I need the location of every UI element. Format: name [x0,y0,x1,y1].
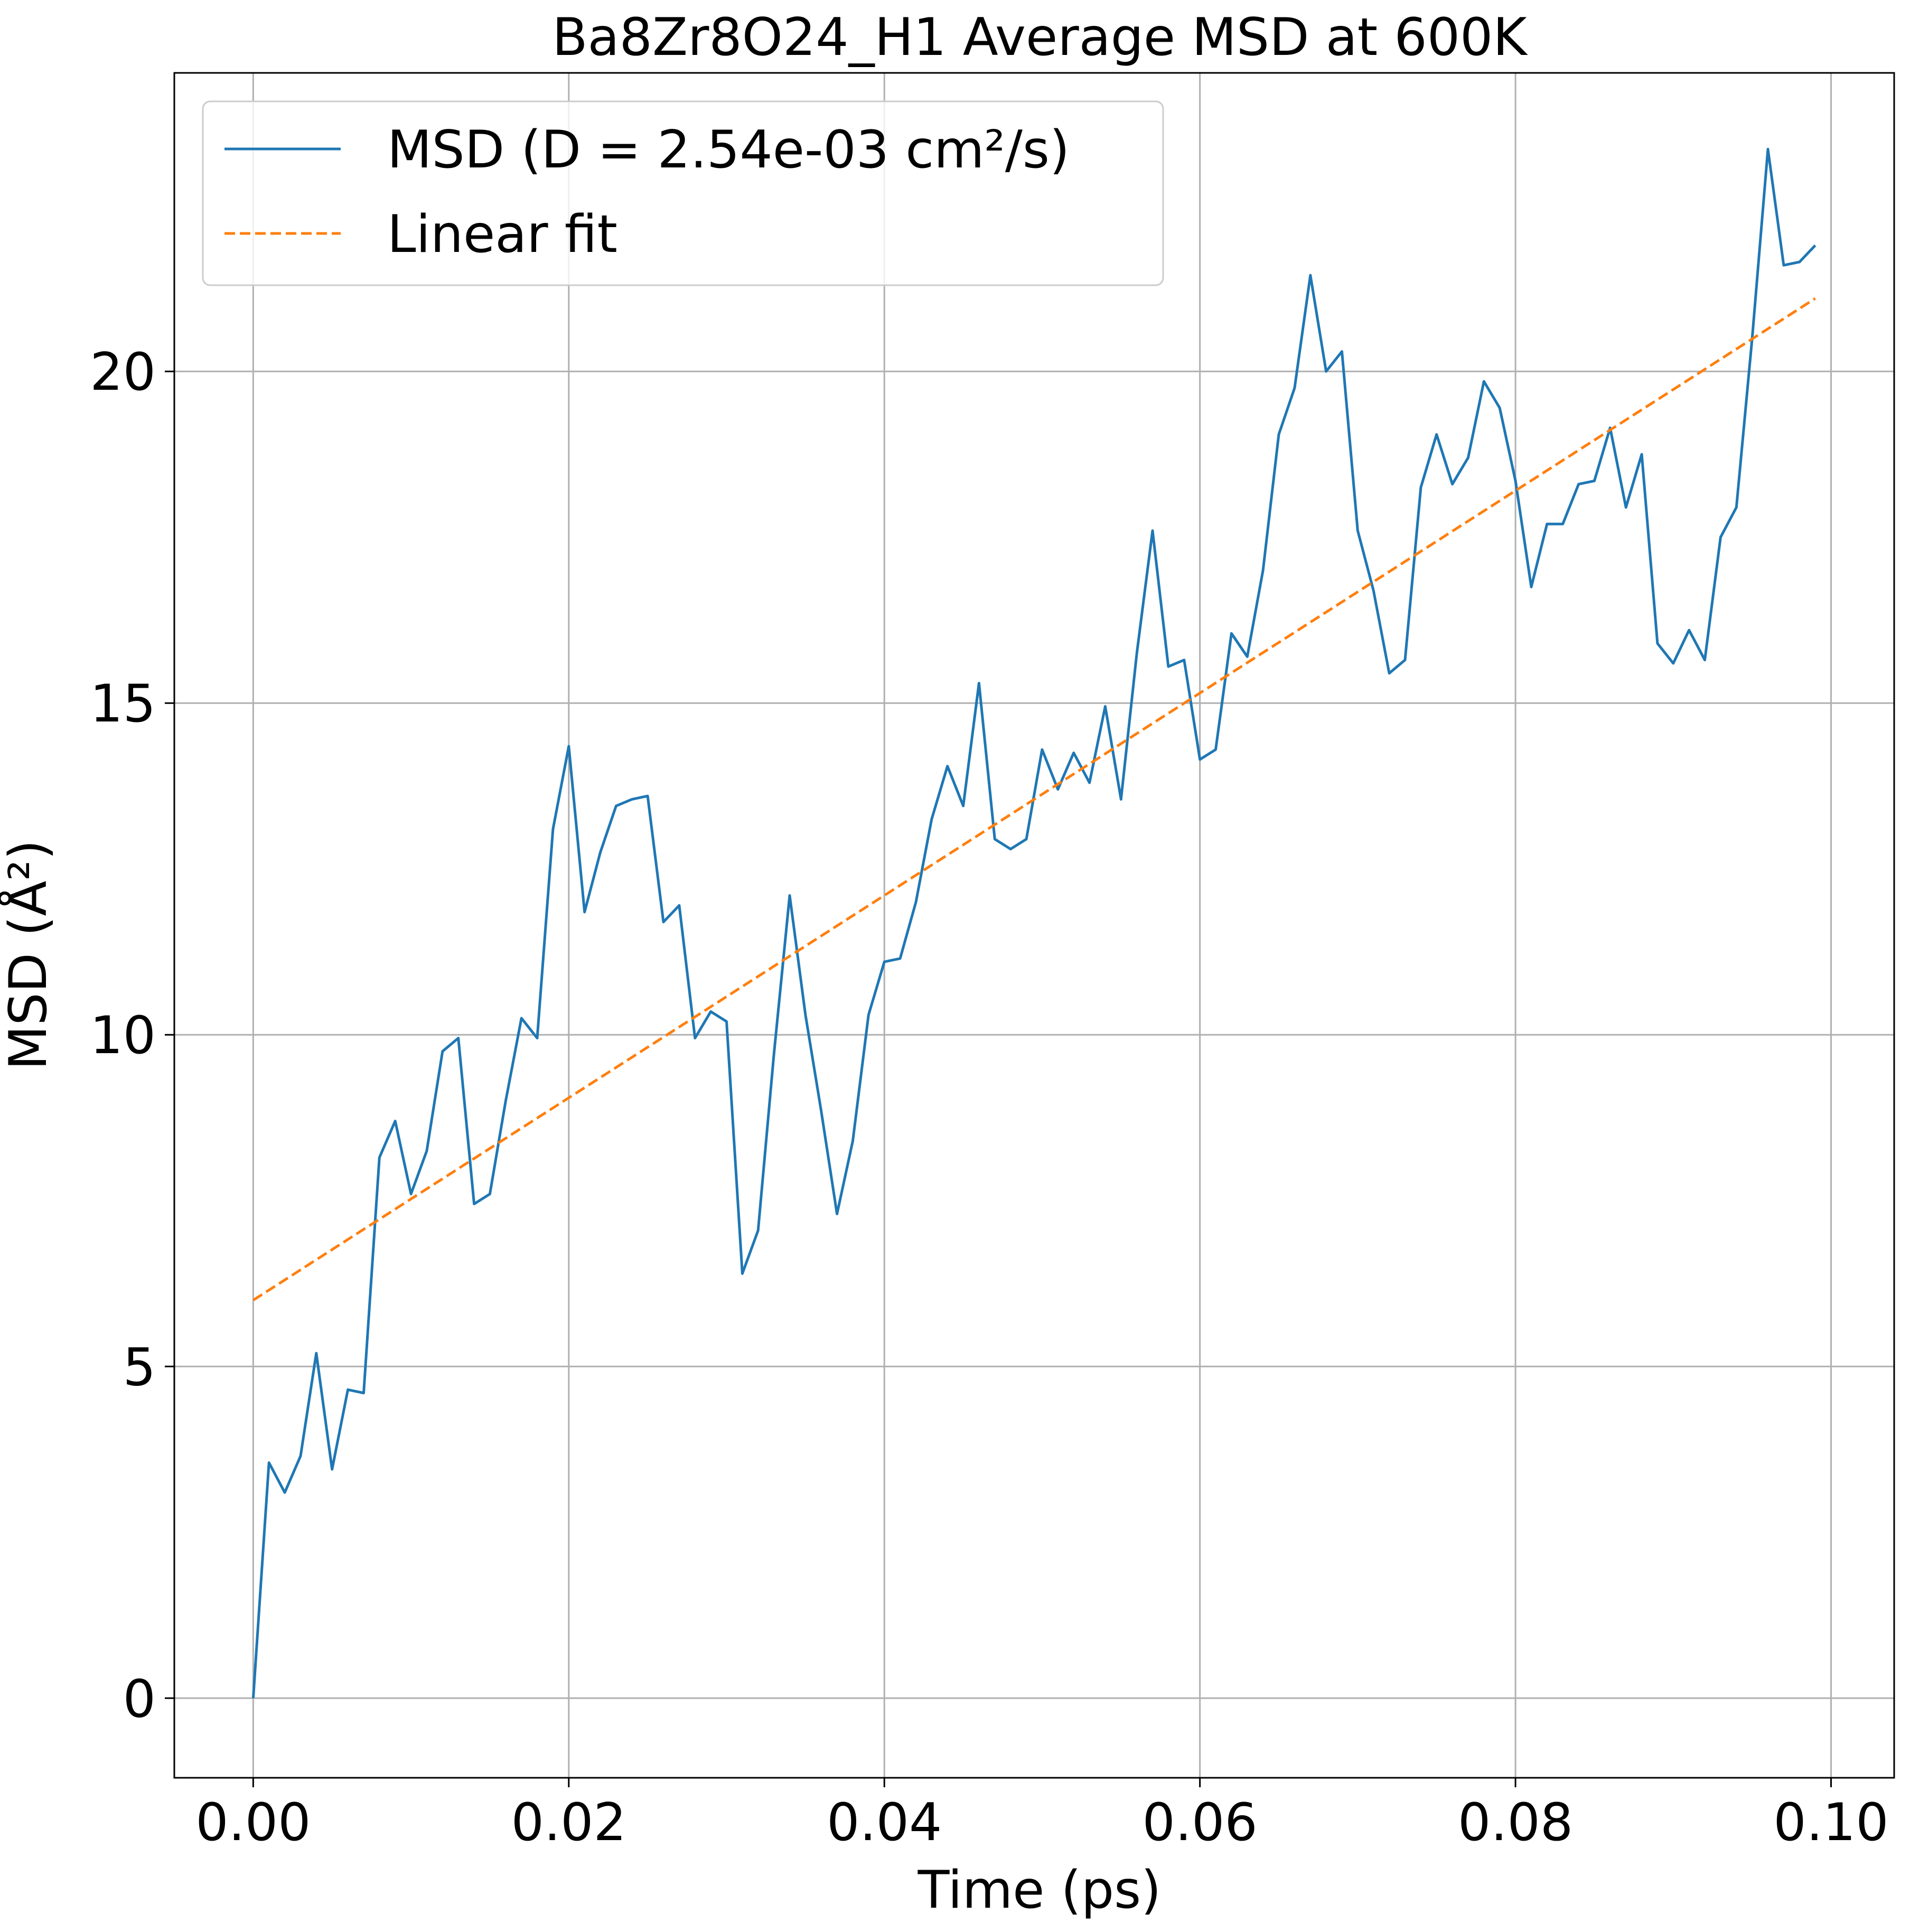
linear-fit-line [252,297,1816,1301]
y-tick-label: 10 [90,1006,156,1066]
plot-frame [173,72,1895,1779]
x-tick-label: 0.08 [1458,1793,1573,1853]
x-tick-label: 0.04 [827,1793,942,1853]
y-tick-label: 0 [123,1669,156,1729]
msd-series-line [251,147,1817,1699]
x-tick-label: 0.06 [1143,1793,1258,1853]
x-tick-label: 0.10 [1773,1793,1888,1853]
y-tick-label: 20 [90,342,156,402]
legend: MSD (D = 2.54e-03 cm²/s) Linear fit [202,100,1164,286]
series-layer [251,147,1817,1699]
y-tick-label: 5 [123,1337,156,1398]
y-axis-label: MSD (Å²) [0,840,59,1070]
y-tick-label: 15 [90,674,156,734]
x-axis: 0.00 0.02 0.04 0.06 0.08 0.10 [195,1778,1889,1853]
legend-box [202,100,1164,286]
x-axis-label: Time (ps) [917,1860,1162,1920]
gridlines [174,73,1894,1778]
x-tick-label: 0.02 [511,1793,626,1853]
legend-label: MSD (D = 2.54e-03 cm²/s) [387,120,1070,180]
plot-area [173,72,1895,1779]
y-axis: 0 5 10 15 20 [90,342,174,1729]
chart-title: Ba8Zr8O24_H1 Average MSD at 600K [552,7,1528,68]
legend-label: Linear fit [387,204,617,265]
x-tick-label: 0.00 [195,1793,311,1853]
